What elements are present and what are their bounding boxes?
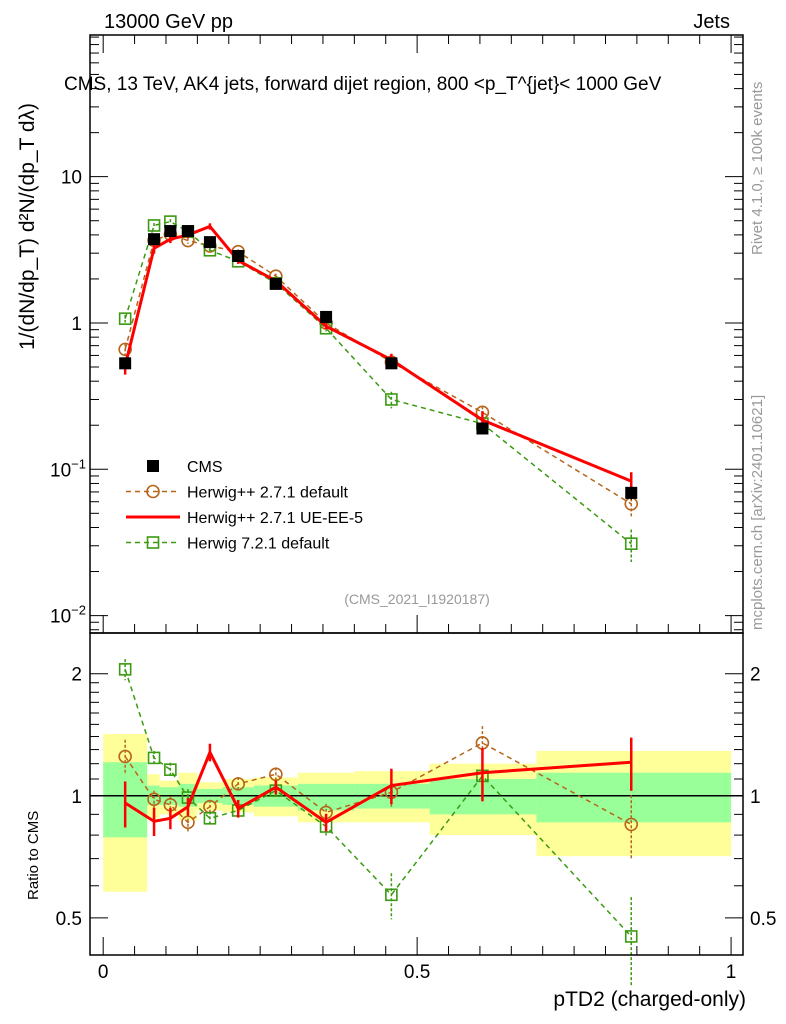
legend-label: Herwig++ 2.7.1 default [187,485,349,502]
x-tick-label: 0 [98,962,109,983]
y-tick-label: 10−2 [50,603,86,628]
ratio-point [147,751,161,765]
legend-marker [146,536,160,549]
data-point [119,357,132,370]
data-point [181,225,194,238]
legend-item-herwig7: Herwig 7.2.1 default [126,536,330,553]
ratio-y-tick-label-right: 2 [750,665,761,686]
legend-item-herwigpp_ueee5: Herwig++ 2.7.1 UE-EE-5 [126,510,363,527]
series-cms [119,225,638,500]
data-point [203,236,216,249]
legend-item-herwigpp_default: Herwig++ 2.7.1 default [126,485,349,502]
plot-title: CMS, 13 TeV, AK4 jets, forward dijet reg… [64,74,662,95]
data-point [148,233,161,246]
legend-marker [147,460,159,472]
ratio-point [203,812,217,825]
data-point [118,342,132,357]
data-point [624,537,638,550]
ratio-y-tick-label-right: 1 [750,787,761,808]
band-stat-bin [536,772,732,823]
x-tick-label: 0.5 [404,962,430,983]
ratio-point [624,930,638,943]
ratio-point [147,792,161,807]
ratio-y-tick-label-left: 2 [71,665,82,686]
legend-label: Herwig++ 2.7.1 UE-EE-5 [187,510,363,527]
ratio-y-tick-label-left: 0.5 [56,909,82,930]
y-tick-label: 1 [71,314,82,335]
ratio-point [181,815,195,830]
data-point [147,219,161,232]
rivet-label: Rivet 4.1.0, ≥ 100k events [749,82,766,255]
data-point [625,486,638,499]
ratio-y-label: Ratio to CMS [25,811,42,900]
y-axis-label: 1/(dN/dp_T) d²N/(dp_T dλ) [16,103,39,350]
data-point [269,277,282,290]
series-line-herwigpp_ueee5 [123,224,632,483]
header-left: 13000 GeV pp [104,11,233,33]
data-point [164,225,177,238]
mcplots-label: mcplots.cern.ch [arXiv:2401.10621] [749,395,766,630]
data-point [320,310,333,323]
legend-item-cms: CMS [147,459,223,476]
data-point [385,357,398,370]
ratio-point [118,749,132,764]
y-tick-label: 10 [61,168,82,189]
ratio-frame [89,632,744,956]
data-point [385,393,398,406]
ratio-point [164,763,177,776]
analysis-id: (CMS_2021_I1920187) [344,591,490,607]
ratio-point [269,767,283,782]
data-point [232,249,245,262]
legend-label: CMS [187,459,223,476]
legend-marker [146,484,160,499]
data-point [118,312,132,325]
series-herwigpp_ueee5 [123,223,633,492]
legend: CMS Herwig++ 2.7.1 default Herwig++ 2.7.1 … [126,459,363,553]
ratio-point [118,663,132,676]
ratio-point [231,777,245,791]
legend-label: Herwig 7.2.1 default [187,536,330,553]
data-point [476,422,489,435]
ratio-line-herwig7 [124,669,632,937]
ratio-point [624,817,639,832]
ratio-point [385,888,398,902]
header-right: Jets [693,11,730,33]
x-tick-label: 1 [726,962,737,983]
ratio-series-herwigpp_ueee5 [123,737,633,837]
x-axis-label: pTD2 (charged-only) [553,988,746,1011]
y-tick-label: 10−1 [50,456,86,481]
ratio-y-tick-label-left: 1 [71,787,82,808]
ratio-y-tick-label-right: 0.5 [750,909,776,930]
